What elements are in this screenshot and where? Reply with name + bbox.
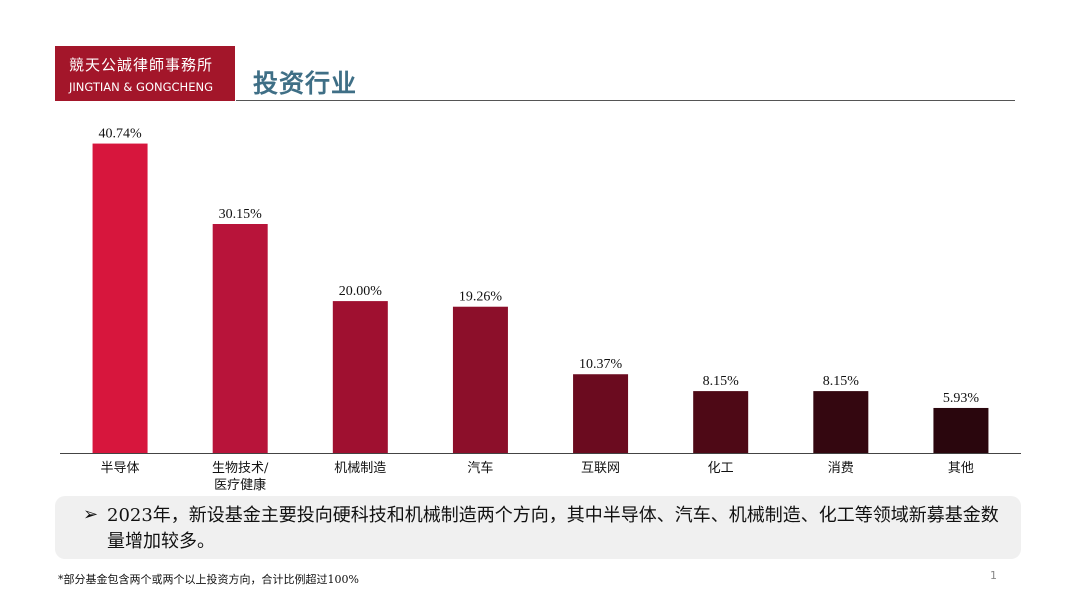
title-divider [236, 100, 1015, 101]
summary-text: 2023年，新设基金主要投向硬科技和机械制造两个方向，其中半导体、汽车、机械制造… [107, 505, 999, 552]
bar-8 [933, 407, 989, 453]
logo-name-cn: 競天公誠律師事務所 [69, 56, 214, 74]
bar-value-label: 5.93% [943, 391, 980, 406]
category-label: 互联网 [581, 461, 620, 476]
summary-callout: ➢ 2023年，新设基金主要投向硬科技和机械制造两个方向，其中半导体、汽车、机械… [55, 496, 1021, 559]
bar-3 [332, 301, 388, 453]
industry-bar-chart: 40.74% 半导体 30.15% 生物技术/医疗健康 20.00% 机械制造 19.26%… [60, 127, 1021, 493]
bar-2 [212, 224, 268, 453]
bar-4 [452, 306, 508, 453]
bar-6 [693, 391, 749, 453]
footnote: *部分基金包含两个或两个以上投资方向，合计比例超过100% [58, 573, 359, 586]
category-label: 汽车 [467, 460, 493, 476]
category-label: 半导体 [101, 461, 140, 476]
bar-value-label: 8.15% [823, 374, 860, 389]
bar-value-label: 8.15% [703, 374, 740, 389]
category-label: 生物技术/ [212, 461, 269, 476]
bar-5 [573, 374, 629, 453]
category-label: 消费 [828, 461, 854, 476]
bar-value-label: 20.00% [339, 284, 383, 299]
logo-name-en: JINGTIAN & GONGCHENG [69, 80, 213, 94]
category-label: 机械制造 [334, 461, 386, 476]
firm-logo: 競天公誠律師事務所 JINGTIAN & GONGCHENG [55, 46, 235, 101]
page-title: 投资行业 [253, 69, 358, 98]
bar-value-label: 30.15% [219, 207, 263, 222]
bar-1 [92, 143, 148, 453]
page-number: 1 [990, 569, 997, 582]
category-label: 其他 [948, 461, 974, 476]
category-label: 医疗健康 [214, 477, 266, 493]
bar-value-label: 40.74% [98, 127, 142, 142]
category-label: 化工 [708, 461, 734, 476]
arrow-right-icon: ➢ [83, 504, 99, 525]
bar-7 [813, 391, 869, 453]
bar-value-label: 19.26% [459, 290, 503, 305]
bar-value-label: 10.37% [579, 357, 623, 372]
